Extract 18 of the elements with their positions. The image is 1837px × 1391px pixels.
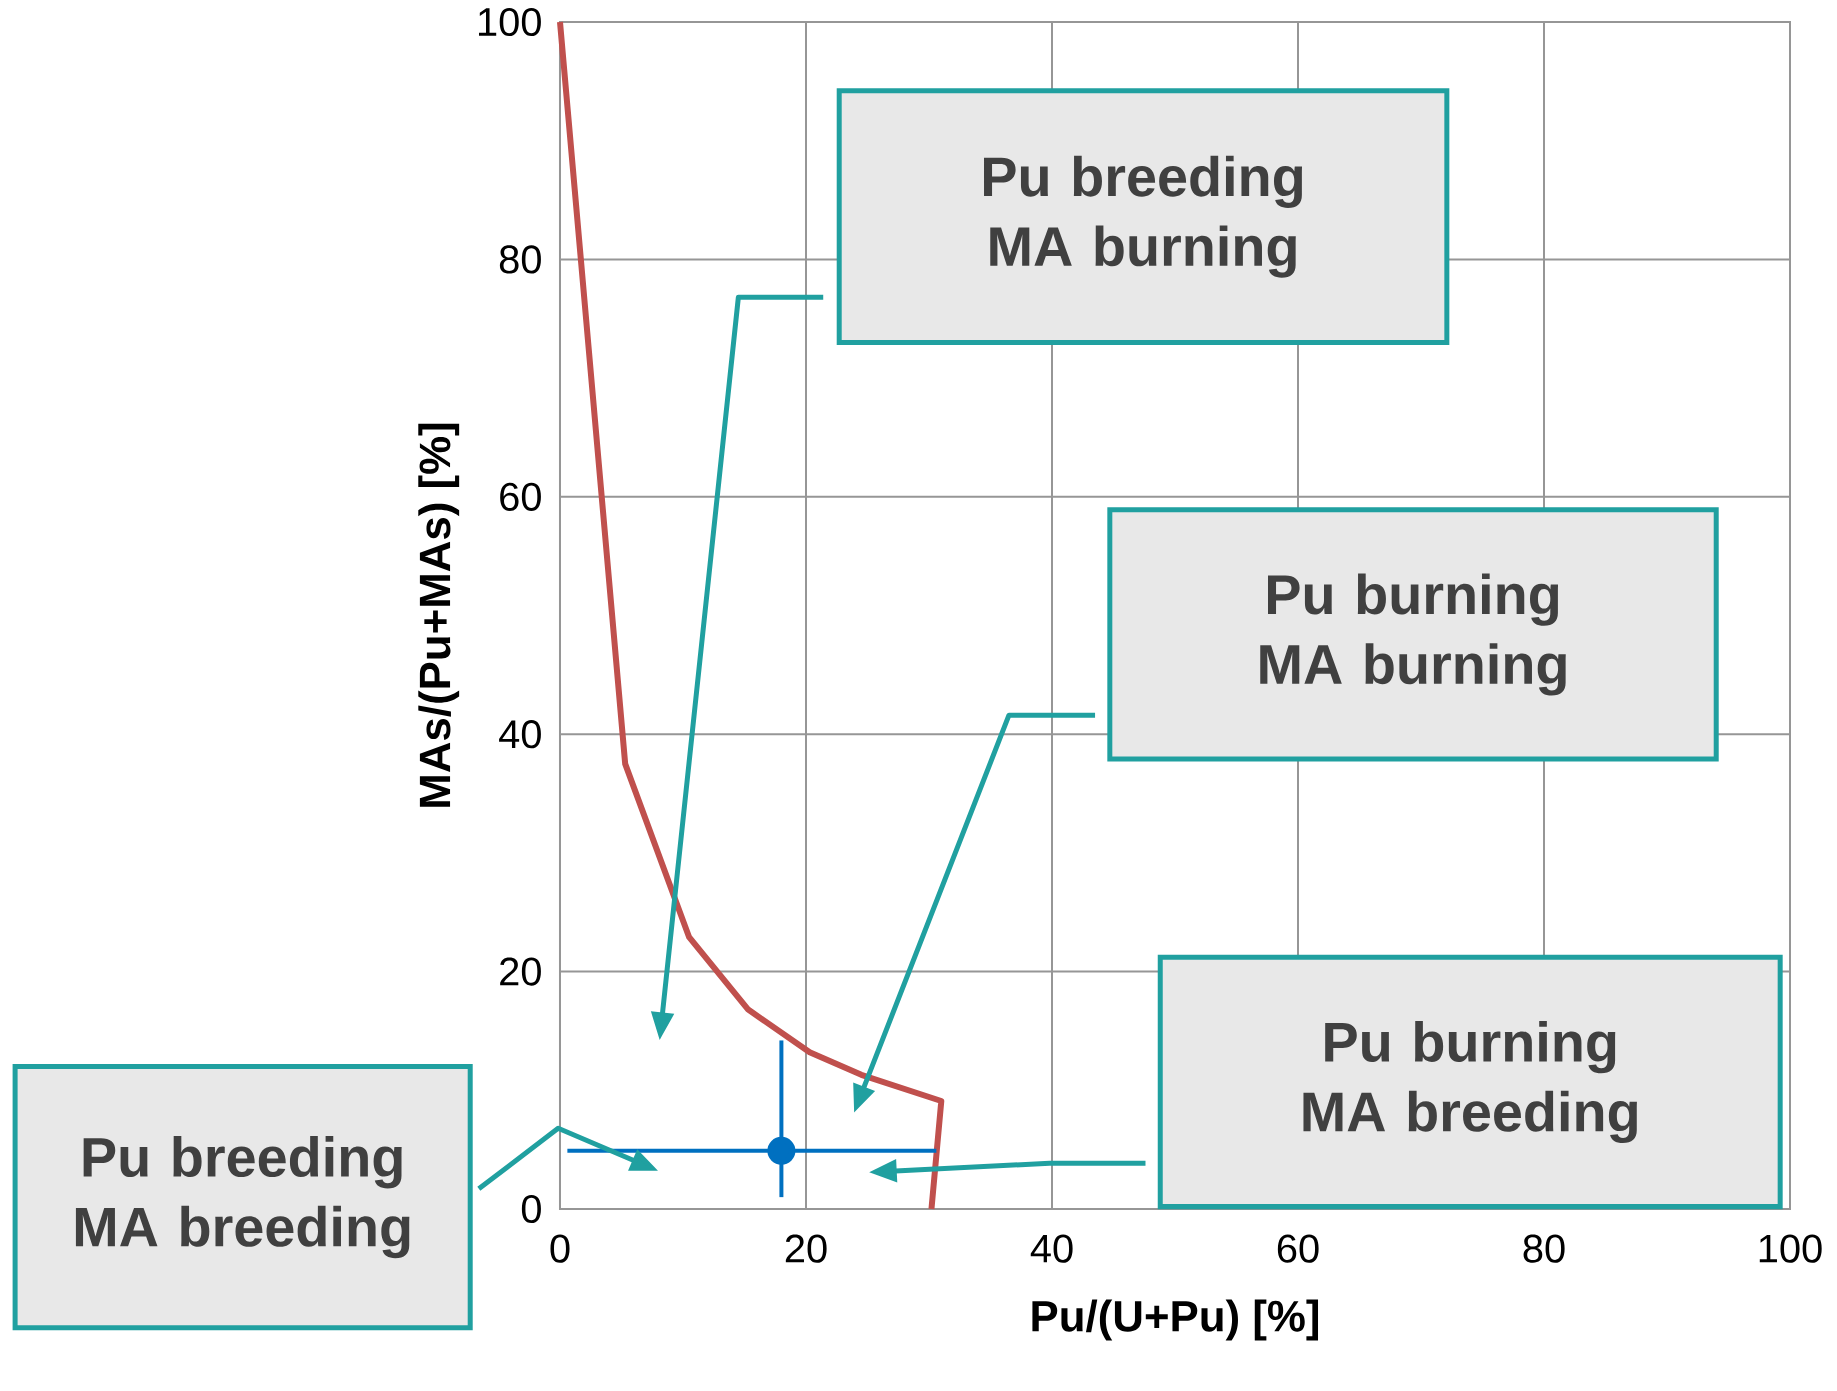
y-tick-label: 0 xyxy=(521,1194,541,1224)
y-tick-label: 20 xyxy=(500,957,541,986)
x-tick-label: 40 xyxy=(1030,1234,1073,1263)
x-tick-label: 60 xyxy=(1277,1234,1319,1263)
annotation: Pu breeding MA burning xyxy=(984,155,1303,278)
x-tick-label: 80 xyxy=(1523,1234,1565,1263)
x-tick-label: 100 xyxy=(1759,1234,1822,1263)
annotation: Pu burning MA breeding xyxy=(1303,1020,1637,1143)
annotation: Pu burning MA burning xyxy=(1260,573,1566,696)
y-axis-title: MAs/(Pu+MAs) [%] xyxy=(418,423,460,807)
x-tick-label: 0 xyxy=(550,1234,570,1263)
x-axis-title: Pu/(U+Pu) [%] xyxy=(1032,1299,1319,1341)
text: Pu breeding MA breeding xyxy=(75,1136,410,1259)
y-tick-label: 100 xyxy=(479,7,541,37)
x-tick-label: 20 xyxy=(785,1234,827,1263)
y-tick-label: 80 xyxy=(499,245,541,274)
y-tick-label: 60 xyxy=(500,482,541,511)
y-tick-label: 40 xyxy=(499,720,541,749)
